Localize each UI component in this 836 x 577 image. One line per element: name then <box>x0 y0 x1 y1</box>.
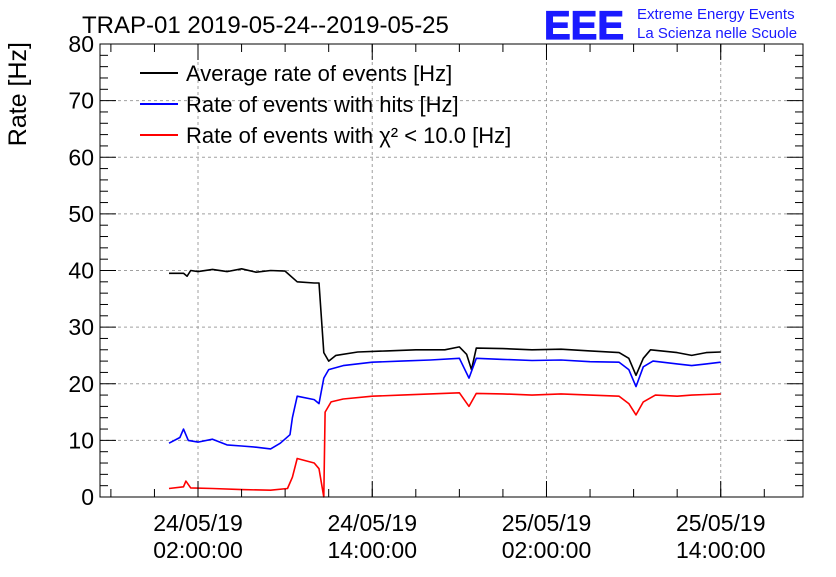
eee-logo-line1: Extreme Energy Events <box>637 6 795 23</box>
y-tick-label: 0 <box>81 484 94 510</box>
y-tick-label: 30 <box>68 314 94 340</box>
legend-label-1: Average rate of events [Hz] <box>186 61 452 86</box>
x-tick-label-date: 25/05/19 <box>676 510 766 536</box>
x-tick-label-time: 14:00:00 <box>327 537 417 563</box>
y-axis-label: Rate [Hz] <box>4 42 32 146</box>
y-tick-label: 70 <box>68 88 94 114</box>
eee-logo-line2: La Scienza nelle Scuole <box>637 25 797 42</box>
x-tick-label-date: 25/05/19 <box>502 510 592 536</box>
y-tick-label: 40 <box>68 258 94 284</box>
x-tick-label-date: 24/05/19 <box>327 510 417 536</box>
series-layer <box>168 267 721 498</box>
legend: Average rate of events [Hz] Rate of event… <box>140 61 511 148</box>
x-tick-label-time: 14:00:00 <box>676 537 766 563</box>
chart-title: TRAP-01 2019-05-24--2019-05-25 <box>82 12 449 39</box>
x-tick-label-time: 02:00:00 <box>153 537 243 563</box>
y-tick-label: 80 <box>68 31 94 57</box>
eee-logo-mark: EEE <box>544 4 624 48</box>
y-tick-label: 10 <box>68 427 94 453</box>
x-tick-label-date: 24/05/19 <box>153 510 243 536</box>
series-line-1 <box>169 267 721 377</box>
series-line-3 <box>168 391 721 498</box>
legend-label-2: Rate of events with hits [Hz] <box>186 92 459 117</box>
axes: 0102030405060708024/05/1902:00:0024/05/1… <box>68 31 803 563</box>
legend-label-3: Rate of events with χ² < 10.0 [Hz] <box>186 123 511 148</box>
x-tick-label-time: 02:00:00 <box>502 537 592 563</box>
y-tick-label: 60 <box>68 144 94 170</box>
y-tick-label: 20 <box>68 371 94 397</box>
y-tick-label: 50 <box>68 201 94 227</box>
series-line-2 <box>168 357 721 450</box>
